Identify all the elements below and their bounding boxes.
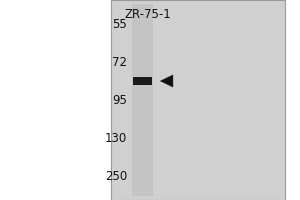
Text: 55: 55 [112,19,127,31]
Bar [132,4,153,196]
Text: 72: 72 [112,56,127,70]
Bar [133,77,152,85]
Polygon shape [160,75,173,87]
Text: 95: 95 [112,95,127,108]
Text: ZR-75-1: ZR-75-1 [125,8,172,21]
Text: 250: 250 [105,170,127,184]
Bar [111,0,285,200]
Text: 130: 130 [105,132,127,146]
